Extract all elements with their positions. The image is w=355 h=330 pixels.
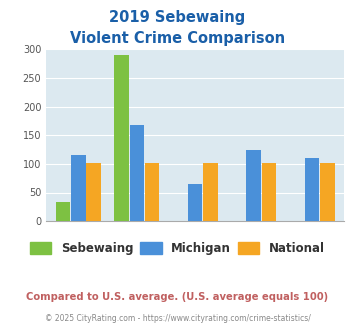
Bar — [188, 184, 202, 221]
Bar — [203, 163, 218, 221]
Bar — [130, 125, 144, 221]
Bar — [145, 163, 159, 221]
Bar — [56, 202, 70, 221]
Bar — [320, 163, 335, 221]
Bar — [71, 155, 86, 221]
Bar — [114, 55, 129, 221]
Bar — [246, 150, 261, 221]
Legend: Sebewaing, Michigan, National: Sebewaing, Michigan, National — [26, 237, 329, 260]
Bar — [262, 163, 276, 221]
Text: © 2025 CityRating.com - https://www.cityrating.com/crime-statistics/: © 2025 CityRating.com - https://www.city… — [45, 314, 310, 323]
Text: Violent Crime Comparison: Violent Crime Comparison — [70, 31, 285, 46]
Bar — [305, 158, 320, 221]
Text: 2019 Sebewaing: 2019 Sebewaing — [109, 10, 246, 25]
Text: Compared to U.S. average. (U.S. average equals 100): Compared to U.S. average. (U.S. average … — [26, 292, 329, 302]
Bar — [86, 163, 101, 221]
